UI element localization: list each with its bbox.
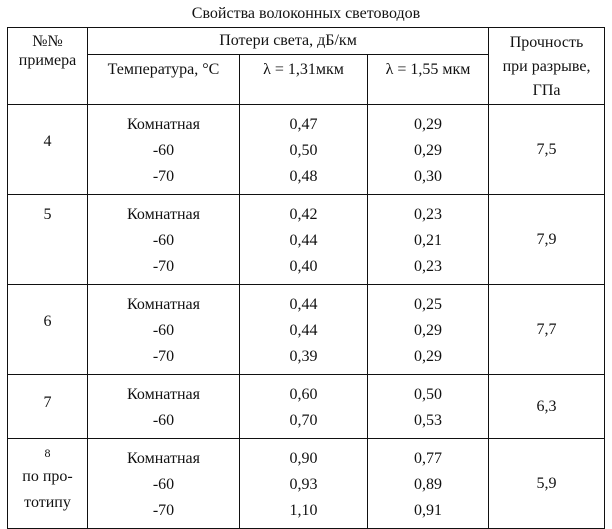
strength-cell: 6,3: [489, 375, 605, 439]
example-number-cell: 8 по про- тотипу: [8, 439, 88, 529]
table-row: 4 Комнатная -60 -70 0,47 0,50 0,48 0,29: [8, 105, 605, 195]
loss-131-cell: 0,47 0,50 0,48: [240, 105, 368, 195]
loss-131-cell: 0,60 0,70: [240, 375, 368, 439]
example-number-cell: 7: [8, 375, 88, 439]
header-lambda-155: λ = 1,55 мкм: [368, 55, 489, 105]
loss-155-cell: 0,50 0,53: [368, 375, 489, 439]
loss-131-cell: 0,44 0,44 0,39: [240, 285, 368, 375]
header-lambda-131: λ = 1,31мкм: [240, 55, 368, 105]
header-temperature: Температура, °С: [88, 55, 240, 105]
loss-131-cell: 0,42 0,44 0,40: [240, 195, 368, 285]
table-row: 5 Комнатная -60 -70 0,42 0,44 0,40 0,23: [8, 195, 605, 285]
strength-cell: 5,9: [489, 439, 605, 529]
loss-131-cell: 0,90 0,93 1,10: [240, 439, 368, 529]
strength-cell: 7,9: [489, 195, 605, 285]
header-light-loss: Потери света, дБ/км: [88, 28, 489, 55]
temperature-cell: Комнатная -60 -70: [88, 195, 240, 285]
table-row: 6 Комнатная -60 -70 0,44 0,44 0,39 0,25: [8, 285, 605, 375]
loss-155-cell: 0,29 0,29 0,30: [368, 105, 489, 195]
table-row: 7 Комнатная -60 0,60 0,70 0,50 0,53: [8, 375, 605, 439]
strength-cell: 7,7: [489, 285, 605, 375]
loss-155-cell: 0,77 0,89 0,91: [368, 439, 489, 529]
temperature-cell: Комнатная -60: [88, 375, 240, 439]
table-title: Свойства волоконных световодов: [0, 5, 612, 23]
temperature-cell: Комнатная -60 -70: [88, 439, 240, 529]
example-number-cell: 4: [8, 105, 88, 195]
loss-155-cell: 0,23 0,21 0,23: [368, 195, 489, 285]
temperature-cell: Комнатная -60 -70: [88, 105, 240, 195]
table-row: 8 по про- тотипу Комнатная -60 -70 0,90 …: [8, 439, 605, 529]
strength-cell: 7,5: [489, 105, 605, 195]
example-number-cell: 5: [8, 195, 88, 285]
temperature-cell: Комнатная -60 -70: [88, 285, 240, 375]
loss-155-cell: 0,25 0,29 0,29: [368, 285, 489, 375]
header-tensile-strength: Прочность при разрыве, ГПа: [489, 28, 605, 105]
header-example-number: №№ примера: [8, 28, 88, 105]
fiber-properties-table: №№ примера Потери света, дБ/км Прочность…: [7, 27, 605, 529]
example-number-cell: 6: [8, 285, 88, 375]
